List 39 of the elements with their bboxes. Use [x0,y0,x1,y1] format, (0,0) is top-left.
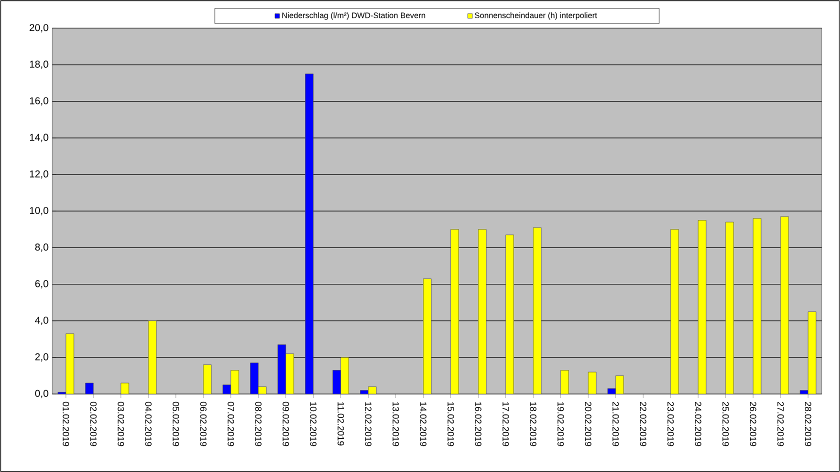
x-tick-label: 02.02.2019 [90,402,97,446]
x-tick-label: 18.02.2019 [530,402,536,446]
y-tick-label: 18,0 [30,60,48,69]
x-tick-label: 03.02.2019 [118,402,124,446]
x-tick-label: 17.02.2019 [502,402,509,446]
y-tick-label: 14,0 [30,134,48,142]
y-tick-label: 12,0 [30,170,48,179]
y-tick-label: 4,0 [34,316,48,325]
x-tick-label: 24.02.2019 [694,402,702,446]
x-tick-label: 23.02.2019 [667,402,674,446]
x-tick-label: 16.02.2019 [475,402,482,446]
x-tick-label: 21.02.2019 [612,402,619,446]
x-tick-label: 14.02.2019 [420,402,426,446]
x-tick-label: 15.02.2019 [448,402,454,446]
x-tick-label: 06.02.2019 [200,402,207,446]
x-tick-label: 09.02.2019 [282,402,290,446]
x-tick-label: 26.02.2019 [750,402,756,446]
x-tick-label: 10.02.2019 [310,402,316,446]
x-tick-label: 27.02.2019 [777,402,784,446]
x-tick-label: 28.02.2019 [804,402,812,446]
y-tick-label: 2,0 [35,353,48,362]
y-tick-label: 20,0 [30,24,48,32]
y-tick-label: 10,0 [30,206,48,216]
y-tick-label: 6,0 [35,280,48,288]
x-tick-label: 08.02.2019 [255,402,262,446]
x-tick-label: 20.02.2019 [584,402,592,446]
y-tick-label: 0,0 [35,390,48,398]
y-tick-label: 16,0 [30,97,48,106]
x-tick-label: 13.02.2019 [392,402,399,446]
x-tick-label: 12.02.2019 [365,402,372,446]
y-tick-label: 8,0 [35,243,48,252]
x-tick-label: 07.02.2019 [228,402,234,446]
x-tick-label: 25.02.2019 [722,402,729,446]
x-tick-label: 04.02.2019 [145,402,152,446]
x-tick-label: 01.02.2019 [62,402,70,446]
x-tick-label: 19.02.2019 [557,402,564,446]
x-tick-label: 22.02.2019 [640,402,646,446]
x-tick-label: 11.02.2019 [338,402,344,446]
x-tick-label: 05.02.2019 [172,402,180,446]
